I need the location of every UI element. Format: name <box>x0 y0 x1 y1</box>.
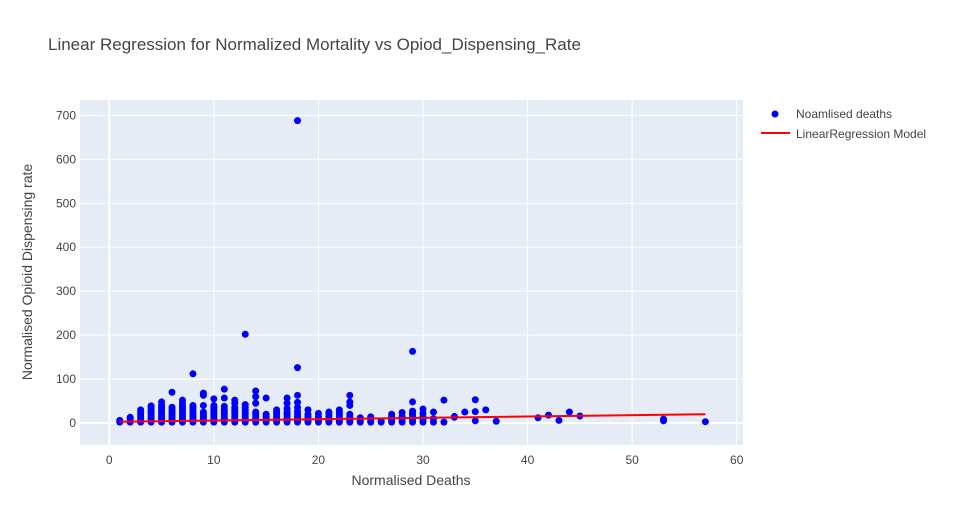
data-point[interactable] <box>252 408 260 416</box>
data-point[interactable] <box>294 117 302 125</box>
legend[interactable]: Noamlised deaths LinearRegression Model <box>761 107 926 141</box>
data-point[interactable] <box>492 417 500 425</box>
data-point[interactable] <box>283 394 291 402</box>
y-tick-label: 400 <box>56 240 76 254</box>
data-point[interactable] <box>294 404 302 412</box>
data-point[interactable] <box>471 408 479 416</box>
data-point[interactable] <box>534 414 542 422</box>
data-point[interactable] <box>482 406 490 414</box>
data-point[interactable] <box>565 408 573 416</box>
data-point[interactable] <box>346 398 354 406</box>
x-tick-label: 40 <box>521 453 535 467</box>
data-point[interactable] <box>471 417 479 425</box>
data-point[interactable] <box>199 401 207 409</box>
data-point[interactable] <box>409 347 417 355</box>
data-point[interactable] <box>346 410 354 418</box>
data-point[interactable] <box>294 364 302 372</box>
data-point[interactable] <box>304 406 312 414</box>
y-tick-label: 500 <box>56 196 76 210</box>
x-tick-label: 20 <box>312 453 326 467</box>
data-point[interactable] <box>409 407 417 415</box>
data-point[interactable] <box>220 394 228 402</box>
data-point[interactable] <box>544 411 552 419</box>
chart-title: Linear Regression for Normalized Mortali… <box>48 35 581 54</box>
y-axis-ticks: 0 100 200 300 400 500 600 700 <box>56 108 76 430</box>
data-point[interactable] <box>252 399 260 407</box>
data-point[interactable] <box>189 370 197 378</box>
data-point[interactable] <box>335 406 343 414</box>
y-tick-label: 100 <box>56 372 76 386</box>
data-point[interactable] <box>660 415 668 423</box>
data-point[interactable] <box>231 396 239 404</box>
y-tick-label: 700 <box>56 108 76 122</box>
data-point[interactable] <box>137 406 145 414</box>
data-point[interactable] <box>429 408 437 416</box>
data-point[interactable] <box>241 401 249 409</box>
data-point[interactable] <box>398 408 406 416</box>
x-tick-label: 30 <box>416 453 430 467</box>
data-point[interactable] <box>701 418 709 426</box>
data-point[interactable] <box>262 410 270 418</box>
data-point[interactable] <box>461 408 469 416</box>
legend-marker-icon <box>771 110 779 118</box>
data-point[interactable] <box>440 418 448 426</box>
legend-item-regression[interactable]: LinearRegression Model <box>761 127 926 141</box>
plot-area <box>80 100 743 445</box>
data-point[interactable] <box>419 405 427 413</box>
data-point[interactable] <box>409 398 417 406</box>
data-point[interactable] <box>388 410 396 418</box>
regression-line <box>119 413 706 423</box>
data-point[interactable] <box>189 401 197 409</box>
x-tick-label: 60 <box>730 453 744 467</box>
x-axis-title: Normalised Deaths <box>351 472 470 488</box>
gridlines <box>80 100 743 445</box>
y-tick-label: 600 <box>56 152 76 166</box>
data-point[interactable] <box>325 408 333 416</box>
data-point[interactable] <box>126 413 134 421</box>
data-point[interactable] <box>294 391 302 399</box>
data-point[interactable] <box>241 330 249 338</box>
data-point[interactable] <box>262 394 270 402</box>
legend-item-scatter[interactable]: Noamlised deaths <box>771 107 893 121</box>
data-point[interactable] <box>220 385 228 393</box>
data-point[interactable] <box>158 398 166 406</box>
y-tick-label: 0 <box>69 416 76 430</box>
x-axis-ticks: 0 10 20 30 40 50 60 <box>106 453 744 467</box>
data-point[interactable] <box>252 393 260 401</box>
data-point[interactable] <box>210 401 218 409</box>
data-point[interactable] <box>199 408 207 416</box>
data-point[interactable] <box>294 398 302 406</box>
data-point[interactable] <box>199 389 207 397</box>
x-tick-label: 0 <box>106 453 113 467</box>
data-point[interactable] <box>147 402 155 410</box>
y-axis-title: Normalised Opioid Dispensing rate <box>19 164 35 381</box>
data-point[interactable] <box>440 396 448 404</box>
data-point[interactable] <box>168 388 176 396</box>
data-point[interactable] <box>346 391 354 399</box>
y-tick-label: 200 <box>56 328 76 342</box>
legend-label-regression: LinearRegression Model <box>796 127 926 141</box>
regression-line-layer <box>119 413 706 423</box>
data-point[interactable] <box>220 402 228 410</box>
data-point[interactable] <box>471 396 479 404</box>
data-point[interactable] <box>168 403 176 411</box>
data-point[interactable] <box>555 416 563 424</box>
data-point[interactable] <box>178 396 186 404</box>
x-tick-label: 50 <box>625 453 639 467</box>
legend-label-scatter: Noamlised deaths <box>796 107 892 121</box>
data-point[interactable] <box>252 387 260 395</box>
data-point[interactable] <box>116 416 124 424</box>
data-point[interactable] <box>273 406 281 414</box>
data-point[interactable] <box>283 405 291 413</box>
data-point[interactable] <box>210 395 218 403</box>
x-tick-label: 10 <box>207 453 221 467</box>
data-point[interactable] <box>314 409 322 417</box>
y-tick-label: 300 <box>56 284 76 298</box>
data-point[interactable] <box>283 399 291 407</box>
